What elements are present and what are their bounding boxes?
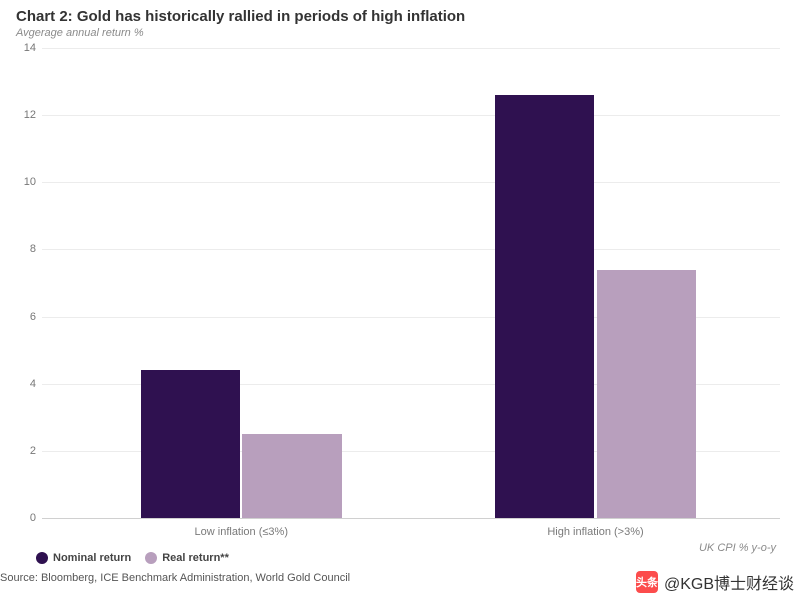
chart-subtitle: Avgerage annual return % [16, 27, 784, 39]
watermark-badge: 头条 [636, 571, 658, 593]
x-category-label: High inflation (>3%) [547, 526, 643, 538]
legend-item: Real return** [145, 552, 229, 564]
legend-swatch [36, 552, 48, 564]
legend-swatch [145, 552, 157, 564]
bar [495, 95, 595, 518]
y-tick-label: 6 [6, 311, 36, 323]
watermark-text: @KGB博士财经谈 [664, 570, 794, 594]
grid-line [42, 249, 780, 250]
legend-label: Real return** [162, 552, 229, 564]
bar [597, 270, 697, 518]
legend: Nominal return Real return** [36, 552, 229, 564]
y-tick-label: 12 [6, 109, 36, 121]
bar [242, 434, 342, 518]
y-tick-label: 0 [6, 512, 36, 524]
chart-title: Chart 2: Gold has historically rallied i… [16, 8, 784, 25]
watermark: 头条 @KGB博士财经谈 [636, 570, 794, 594]
legend-item: Nominal return [36, 552, 131, 564]
grid-line [42, 48, 780, 49]
x-category-label: Low inflation (≤3%) [195, 526, 288, 538]
bar [141, 370, 241, 518]
source-text: Source: Bloomberg, ICE Benchmark Adminis… [0, 572, 350, 584]
y-tick-label: 2 [6, 445, 36, 457]
x-axis-title: UK CPI % y-o-y [699, 542, 776, 554]
y-tick-label: 10 [6, 176, 36, 188]
plot-area: 02468101214Low inflation (≤3%)High infla… [42, 48, 780, 518]
legend-label: Nominal return [53, 552, 131, 564]
y-tick-label: 8 [6, 243, 36, 255]
y-tick-label: 4 [6, 378, 36, 390]
y-tick-label: 14 [6, 42, 36, 54]
grid-line [42, 115, 780, 116]
grid-line [42, 518, 780, 519]
grid-line [42, 182, 780, 183]
